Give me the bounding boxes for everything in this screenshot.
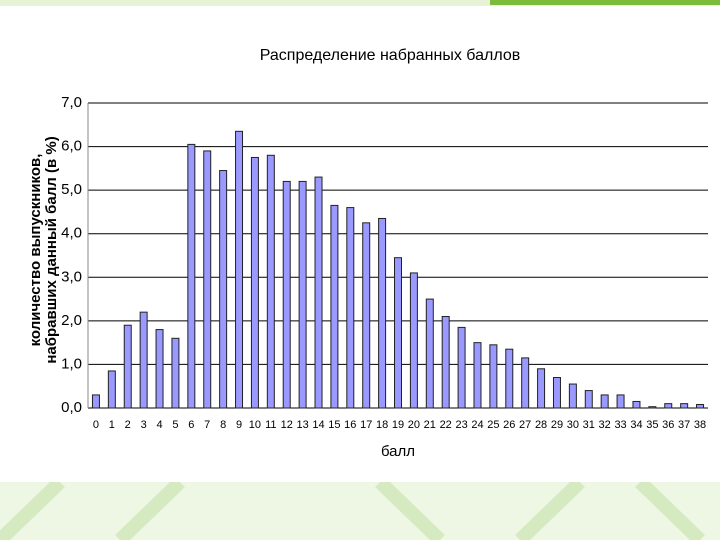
x-tick-label: 21: [424, 419, 436, 431]
bar: [680, 403, 689, 409]
bar: [409, 272, 418, 409]
x-tick-label: 1: [109, 419, 115, 431]
y-tick-label: 6,0: [61, 138, 82, 155]
x-tick-label: 24: [471, 419, 483, 431]
x-tick-label: 0: [93, 419, 99, 431]
x-tick-label: 22: [440, 419, 452, 431]
y-tick-label: 3,0: [61, 268, 82, 285]
x-tick-label: 26: [503, 419, 515, 431]
bar: [203, 150, 212, 409]
x-tick-label: 27: [519, 419, 531, 431]
bottom-decor: [0, 476, 705, 540]
top-band: [0, 0, 720, 6]
bar: [171, 337, 180, 409]
bar: [266, 154, 275, 409]
y-tick-label: 7,0: [61, 94, 82, 111]
x-tick-label: 31: [583, 419, 595, 431]
bar: [648, 406, 657, 409]
x-axis-label: балл: [381, 443, 415, 460]
bar: [537, 368, 546, 409]
x-tick-label: 38: [694, 419, 706, 431]
x-tick-label: 16: [344, 419, 356, 431]
bottom-band: [0, 482, 720, 540]
bar: [664, 403, 673, 409]
x-tick-label: 32: [599, 419, 611, 431]
bar: [457, 326, 466, 409]
bar: [505, 348, 514, 409]
bar: [139, 311, 148, 409]
x-tick-label: 4: [156, 419, 162, 431]
x-tick-label: 33: [614, 419, 626, 431]
y-axis-label: количество выпускников,: [27, 154, 44, 347]
x-tick-label: 35: [646, 419, 658, 431]
x-tick-label: 10: [249, 419, 261, 431]
x-tick-label: 30: [567, 419, 579, 431]
x-tick-label: 15: [328, 419, 340, 431]
x-tick-label: 6: [188, 419, 194, 431]
x-tick-label: 7: [204, 419, 210, 431]
bar: [235, 130, 244, 409]
x-tick-label: 18: [376, 419, 388, 431]
x-tick-label: 23: [455, 419, 467, 431]
bar: [600, 394, 609, 409]
bar: [123, 324, 132, 409]
bar: [489, 344, 498, 409]
bar: [584, 390, 593, 409]
chart-area: [0, 22, 720, 482]
chart-title: Распределение набранных баллов: [260, 47, 520, 64]
y-tick-label: 1,0: [61, 355, 82, 372]
bar: [696, 404, 705, 409]
bar: [552, 377, 561, 409]
bar: [425, 298, 434, 409]
x-tick-label: 19: [392, 419, 404, 431]
x-tick-label: 11: [265, 419, 276, 431]
y-tick-label: 2,0: [61, 312, 82, 329]
x-tick-label: 9: [236, 419, 242, 431]
x-tick-label: 14: [312, 419, 324, 431]
bar: [250, 156, 259, 409]
x-tick-label: 17: [360, 419, 372, 431]
x-tick-label: 20: [408, 419, 420, 431]
bar: [568, 383, 577, 409]
x-tick-label: 37: [678, 419, 690, 431]
y-axis-label: набравших данный балл (в %): [43, 136, 60, 363]
x-tick-label: 8: [220, 419, 226, 431]
bar: [362, 222, 371, 409]
x-tick-label: 28: [535, 419, 547, 431]
bar: [91, 394, 100, 409]
y-tick-label: 0,0: [61, 399, 82, 416]
bar: [219, 170, 228, 409]
x-tick-label: 13: [296, 419, 308, 431]
bar: [632, 400, 641, 409]
x-tick-label: 34: [630, 419, 642, 431]
bar: [441, 316, 450, 409]
top-decor: [490, 0, 720, 5]
bar: [314, 176, 323, 409]
y-tick-label: 5,0: [61, 181, 82, 198]
y-tick-label: 4,0: [61, 225, 82, 242]
bar: [616, 394, 625, 409]
bar: [330, 204, 339, 409]
bar: [155, 329, 164, 409]
bar: [378, 217, 387, 409]
x-tick-label: 2: [125, 419, 131, 431]
x-tick-label: 29: [551, 419, 563, 431]
x-tick-label: 12: [281, 419, 293, 431]
bar: [521, 357, 530, 409]
bar: [282, 180, 291, 409]
bar: [473, 342, 482, 409]
bar: [298, 180, 307, 409]
x-tick-label: 36: [662, 419, 674, 431]
bar: [346, 207, 355, 409]
bar: [394, 257, 402, 409]
x-tick-label: 3: [141, 419, 147, 431]
x-tick-label: 5: [172, 419, 178, 431]
x-tick-label: 25: [487, 419, 499, 431]
bar: [107, 370, 116, 409]
bar: [187, 143, 196, 409]
